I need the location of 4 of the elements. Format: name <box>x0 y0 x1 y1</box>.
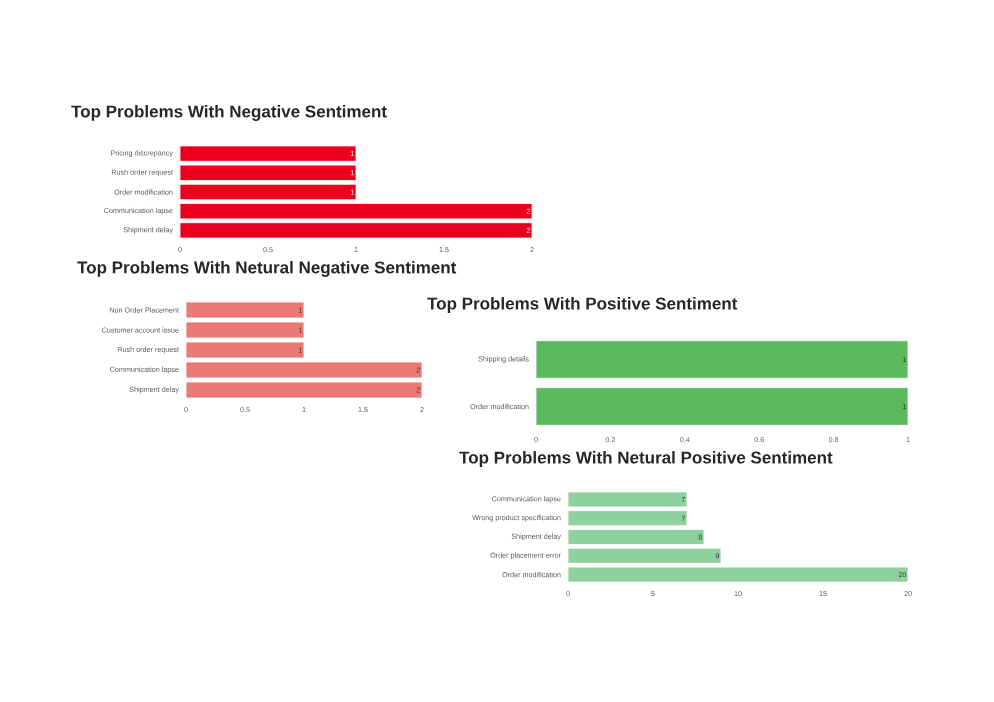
chart-title: Top Problems With Netural Positive Sentiment <box>459 451 833 467</box>
chart-title: Top Problems With Negative Sentiment <box>71 105 387 121</box>
chart-title: Top Problems With Netural Negative Sentiment <box>77 260 457 277</box>
chart-title: Top Problems With Positive Sentiment <box>427 297 738 313</box>
